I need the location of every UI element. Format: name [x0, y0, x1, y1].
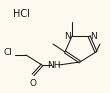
Text: NH: NH — [47, 61, 61, 69]
Text: HCl: HCl — [13, 9, 30, 19]
Text: Cl: Cl — [3, 48, 12, 57]
Text: O: O — [29, 79, 37, 88]
Text: N: N — [90, 32, 97, 40]
Text: N: N — [64, 32, 71, 40]
